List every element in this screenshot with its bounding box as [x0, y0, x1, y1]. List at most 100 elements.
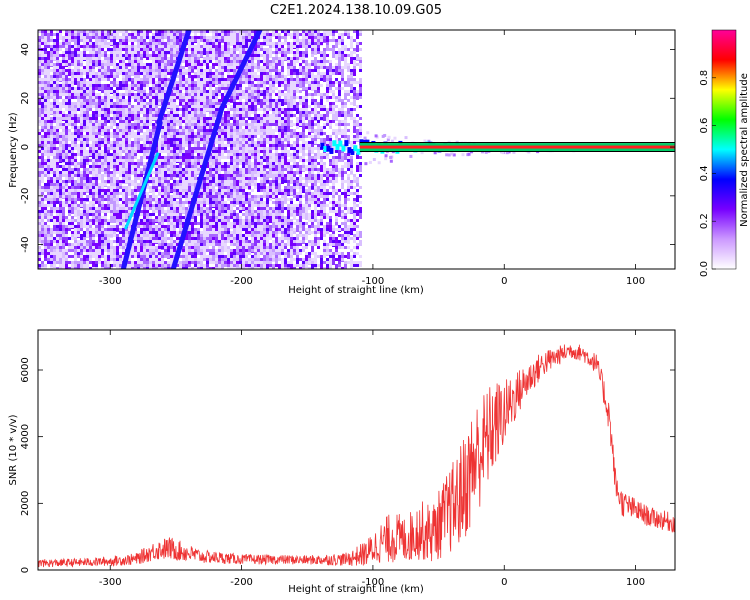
- heatmap-cell: [74, 111, 77, 114]
- heatmap-cell: [182, 147, 185, 150]
- heatmap-cell: [71, 123, 74, 126]
- heatmap-cell: [44, 93, 47, 96]
- heatmap-cell: [56, 72, 59, 75]
- heatmap-cell: [146, 132, 149, 135]
- heatmap-cell: [221, 126, 224, 129]
- heatmap-cell: [83, 246, 86, 249]
- heatmap-cell: [167, 219, 170, 222]
- heatmap-cell: [239, 246, 242, 249]
- heatmap-cell: [158, 198, 161, 201]
- heatmap-cell: [212, 228, 215, 231]
- heatmap-cell: [191, 192, 194, 195]
- heatmap-cell: [140, 237, 143, 240]
- heatmap-cell: [206, 69, 209, 72]
- heatmap-cell: [56, 126, 59, 129]
- heatmap-cell: [107, 108, 110, 111]
- heatmap-cell: [38, 42, 41, 45]
- heatmap-cell: [104, 183, 107, 186]
- heatmap-cell: [44, 246, 47, 249]
- heatmap-cell: [242, 45, 245, 48]
- heatmap-cell: [203, 219, 206, 222]
- heatmap-cell: [53, 219, 56, 226]
- heatmap-cell: [41, 153, 44, 156]
- heatmap-cell: [233, 39, 236, 42]
- heatmap-cell: [125, 111, 128, 114]
- heatmap-cell: [212, 171, 215, 174]
- heatmap-cell: [41, 72, 44, 75]
- heatmap-cell: [176, 42, 179, 45]
- heatmap-cell: [155, 30, 158, 33]
- heatmap-cell: [167, 138, 170, 141]
- heatmap-cell: [167, 198, 170, 201]
- heatmap-cell: [218, 87, 221, 90]
- heatmap-cell: [119, 207, 122, 210]
- heatmap-cell: [122, 225, 125, 228]
- heatmap-cell: [224, 39, 227, 42]
- heatmap-cell: [62, 261, 65, 268]
- heatmap-cell: [191, 57, 194, 60]
- heatmap-cell: [182, 183, 185, 186]
- heatmap-cell: [212, 246, 215, 249]
- heatmap-cell: [239, 192, 242, 195]
- heatmap-cell: [113, 240, 116, 243]
- heatmap-cell: [95, 45, 98, 48]
- heatmap-cell: [140, 267, 143, 269]
- heatmap-cell: [209, 210, 212, 213]
- heatmap-cell: [125, 42, 128, 45]
- heatmap-cell: [137, 72, 140, 75]
- heatmap-cell: [125, 105, 128, 108]
- heatmap-cell: [212, 195, 215, 198]
- heatmap-cell: [191, 90, 194, 93]
- heatmap-cell: [65, 261, 68, 264]
- heatmap-cell: [89, 126, 92, 129]
- heatmap-cell: [230, 135, 233, 138]
- heatmap-cell: [236, 264, 239, 269]
- heatmap-cell: [188, 138, 191, 141]
- heatmap-cell: [77, 42, 80, 45]
- heatmap-cell: [203, 138, 206, 141]
- heatmap-cell: [230, 42, 233, 45]
- heatmap-cell: [107, 210, 110, 213]
- heatmap-cell: [206, 78, 209, 81]
- heatmap-cell: [77, 99, 80, 102]
- heatmap-cell: [161, 66, 164, 69]
- heatmap-cell: [206, 174, 209, 177]
- heatmap-cell: [212, 216, 215, 219]
- heatmap-cell: [122, 237, 125, 240]
- heatmap-cell: [122, 252, 125, 255]
- heatmap-cell: [146, 240, 149, 243]
- heatmap-cell: [119, 111, 122, 114]
- heatmap-cell: [173, 102, 176, 105]
- heatmap-cell: [161, 165, 164, 168]
- heatmap-cell: [143, 162, 146, 165]
- heatmap-cell: [155, 36, 158, 39]
- heatmap-cell: [80, 117, 83, 120]
- heatmap-cell: [227, 42, 230, 45]
- heatmap-cell: [92, 69, 95, 72]
- heatmap-cell: [179, 108, 182, 111]
- heatmap-cell: [134, 192, 137, 195]
- heatmap-cell: [137, 225, 140, 228]
- heatmap-cell: [77, 132, 80, 135]
- heatmap-cell: [158, 75, 161, 78]
- heatmap-cell: [221, 114, 224, 117]
- heatmap-cell: [239, 234, 242, 237]
- heatmap-cell: [71, 90, 74, 93]
- heatmap-cell: [125, 219, 128, 222]
- heatmap-cell: [167, 66, 170, 69]
- heatmap-cell: [68, 201, 71, 204]
- heatmap-cell: [143, 111, 146, 114]
- heatmap-cell: [206, 57, 209, 60]
- heatmap-cell: [98, 153, 101, 156]
- heatmap-cell: [206, 213, 209, 216]
- heatmap-cell: [122, 114, 125, 117]
- heatmap-cell: [155, 72, 158, 75]
- heatmap-cell: [164, 147, 167, 150]
- heatmap-cell: [212, 180, 215, 183]
- heatmap-cell: [197, 261, 200, 264]
- heatmap-cell: [218, 99, 221, 102]
- heatmap-cell: [176, 75, 179, 78]
- heatmap-cell: [164, 126, 167, 129]
- heatmap-cell: [146, 114, 149, 117]
- heatmap-cell: [170, 45, 173, 48]
